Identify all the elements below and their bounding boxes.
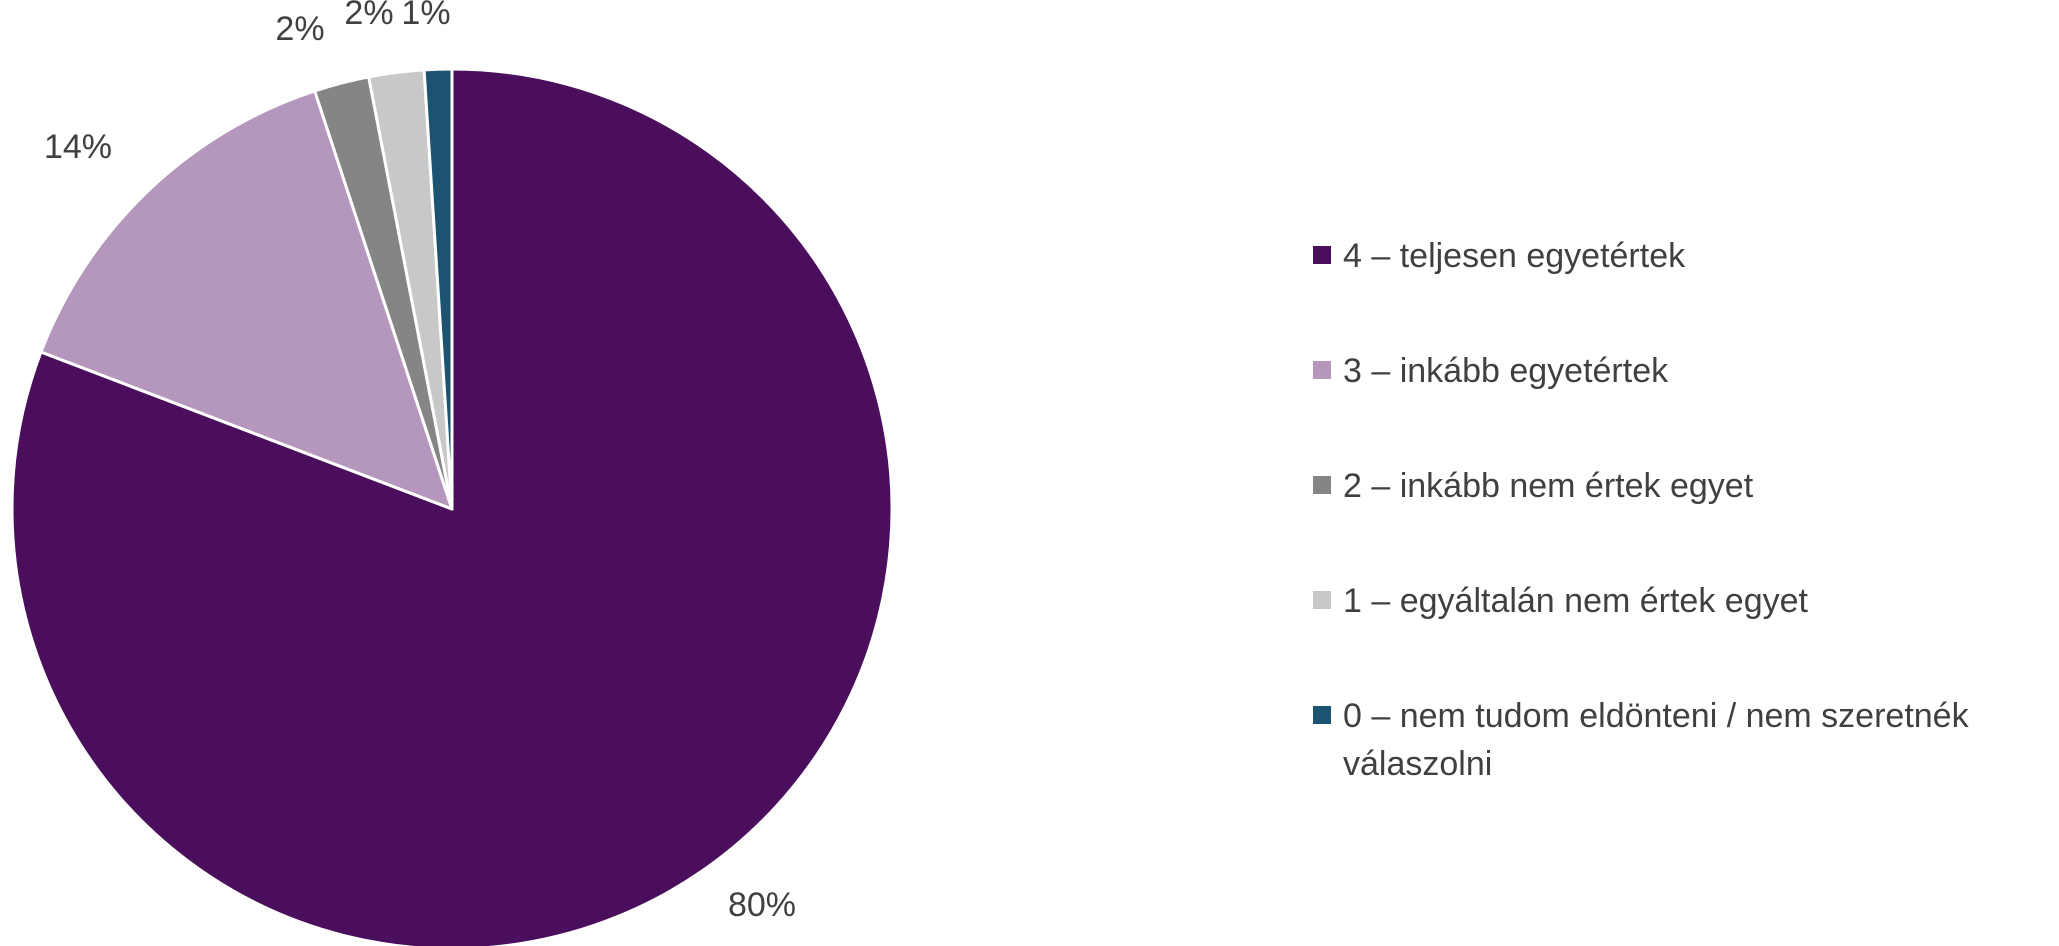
data-label-3: 2%: [344, 0, 393, 32]
legend-swatch-0: [1313, 246, 1331, 264]
legend-label-3: 1 – egyáltalán nem értek egyet: [1343, 582, 1809, 620]
legend-swatch-4: [1313, 706, 1331, 724]
data-label-2: 2%: [275, 10, 324, 48]
pie-slice-0: [10, 67, 894, 946]
legend: 4 – teljesen egyetértek 3 – inkább egyeté…: [1313, 237, 1970, 783]
pie-slices: [10, 67, 894, 946]
legend-item-0: 4 – teljesen egyetértek: [1313, 237, 1686, 275]
legend-item-2: 2 – inkább nem értek egyet: [1313, 467, 1754, 505]
legend-swatch-1: [1313, 361, 1331, 379]
data-labels: 80%14%2% 2% 1%: [44, 0, 796, 924]
legend-label-1: 3 – inkább egyetértek: [1343, 352, 1669, 390]
data-label-4: 1%: [401, 0, 450, 32]
legend-label-0: 4 – teljesen egyetértek: [1343, 237, 1686, 275]
data-label-1: 14%: [44, 128, 112, 166]
legend-label-4: 0 – nem tudom eldönteni / nem szeretnék v…: [1343, 697, 1970, 783]
legend-item-4: 0 – nem tudom eldönteni / nem szeretnék v…: [1313, 697, 1970, 783]
pie-slice-1: [39, 89, 454, 511]
legend-label-2: 2 – inkább nem értek egyet: [1343, 467, 1754, 505]
pie-slice-4: [422, 67, 454, 511]
data-label-0: 80%: [728, 886, 796, 924]
legend-swatch-3: [1313, 591, 1331, 609]
legend-item-3: 1 – egyáltalán nem értek egyet: [1313, 582, 1809, 620]
legend-swatch-2: [1313, 476, 1331, 494]
legend-item-1: 3 – inkább egyetértek: [1313, 352, 1669, 390]
